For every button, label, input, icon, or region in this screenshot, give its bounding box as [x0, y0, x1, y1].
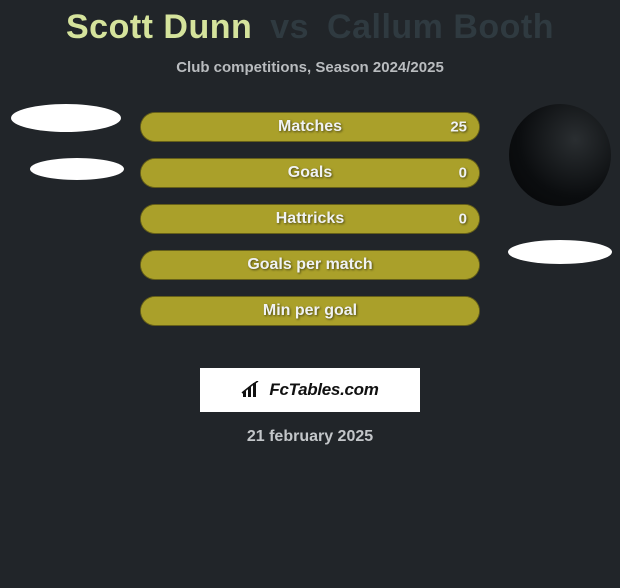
stat-bar-label: Matches: [141, 118, 479, 136]
comparison-area: Matches25Goals0Hattricks0Goals per match…: [0, 112, 620, 352]
stat-bar-0: Matches25: [140, 112, 480, 142]
stat-bar-4: Min per goal: [140, 296, 480, 326]
stat-bar-label: Goals: [141, 164, 479, 182]
stat-bars: Matches25Goals0Hattricks0Goals per match…: [140, 112, 480, 326]
avatar-right-ellipse: [508, 240, 612, 264]
stat-bar-value: 0: [459, 165, 467, 182]
brand-box: FcTables.com: [200, 368, 420, 412]
right-avatar-column: [508, 104, 612, 290]
stat-bar-3: Goals per match: [140, 250, 480, 280]
stat-bar-label: Hattricks: [141, 210, 479, 228]
stat-bar-label: Min per goal: [141, 302, 479, 320]
brand-text: FcTables.com: [269, 380, 378, 400]
title-player1: Scott Dunn: [66, 8, 252, 46]
avatar-right-circle: [509, 104, 611, 206]
stat-bar-2: Hattricks0: [140, 204, 480, 234]
title-player2: Callum Booth: [327, 8, 554, 46]
stat-bar-value: 25: [450, 119, 467, 136]
stat-bar-1: Goals0: [140, 158, 480, 188]
date-text: 21 february 2025: [0, 428, 620, 446]
avatar-left-1: [11, 104, 121, 132]
stat-bar-value: 0: [459, 211, 467, 228]
bar-chart-icon: [241, 381, 263, 399]
title-vs: vs: [270, 8, 309, 46]
avatar-left-2: [30, 158, 124, 180]
subtitle: Club competitions, Season 2024/2025: [0, 59, 620, 76]
stat-bar-label: Goals per match: [141, 256, 479, 274]
left-avatar-column: [8, 104, 124, 206]
page-title: Scott Dunn vs Callum Booth: [0, 8, 620, 47]
